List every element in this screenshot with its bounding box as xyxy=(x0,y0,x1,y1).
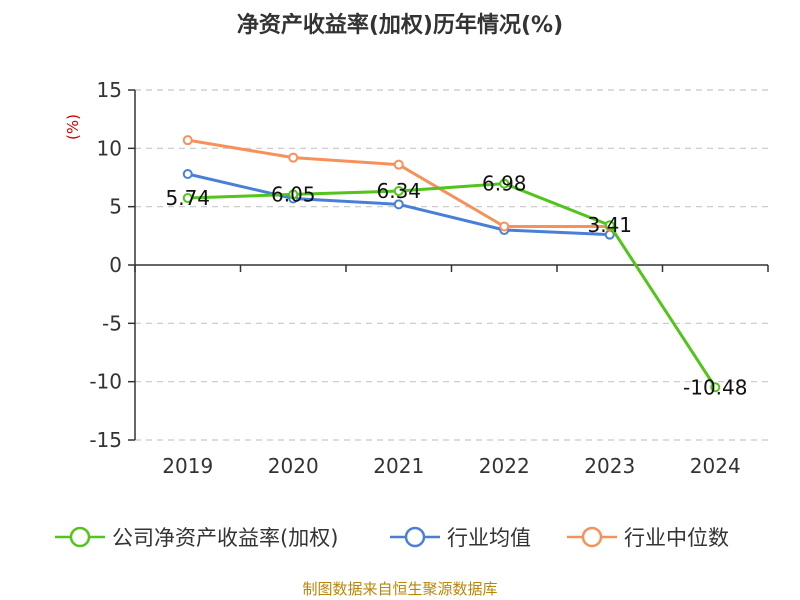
legend-swatch-marker xyxy=(404,526,426,548)
y-tick-label: -10 xyxy=(89,370,122,394)
series-0 xyxy=(182,178,721,393)
data-point xyxy=(393,186,404,197)
y-axis-unit-label: (%) xyxy=(64,114,82,140)
chart-title: 净资产收益率(加权)历年情况(%) xyxy=(237,12,563,38)
x-tick-label: 2020 xyxy=(268,454,319,478)
y-tick-label: 5 xyxy=(109,195,122,219)
data-labels: 5.74 6.05 6.34 6.98 3.41 -10.48 xyxy=(165,172,747,400)
data-point xyxy=(182,135,193,146)
legend: 公司净资产收益率(加权) 行业均值 行业中位数 xyxy=(55,526,729,550)
x-tick-label: 2019 xyxy=(162,454,213,478)
legend-item: 行业中位数 xyxy=(567,526,729,550)
series-1 xyxy=(182,169,615,240)
data-label: 3.41 xyxy=(587,213,632,237)
x-tick-label: 2023 xyxy=(584,454,635,478)
y-tick-label: -5 xyxy=(102,311,122,335)
y-tick-label: 10 xyxy=(97,136,122,160)
series-line xyxy=(187,182,717,389)
source-note: 制图数据来自恒生聚源数据库 xyxy=(302,580,497,598)
x-tick-label: 2021 xyxy=(373,454,424,478)
data-point xyxy=(499,178,510,189)
legend-label: 行业中位数 xyxy=(624,526,729,550)
legend-item: 公司净资产收益率(加权) xyxy=(55,526,338,550)
legend-label: 行业均值 xyxy=(447,526,531,550)
data-label: 6.98 xyxy=(482,172,527,196)
data-point xyxy=(710,382,721,393)
legend-swatch-marker xyxy=(69,526,91,548)
data-label: 5.74 xyxy=(165,186,210,210)
x-tick-label: 2024 xyxy=(690,454,741,478)
legend-swatch-marker xyxy=(581,526,603,548)
data-point xyxy=(288,189,299,200)
legend-item: 行业均值 xyxy=(390,526,531,550)
series-lines xyxy=(182,135,721,393)
data-point xyxy=(393,199,404,210)
data-point xyxy=(182,193,193,204)
data-point xyxy=(288,152,299,163)
data-label: 6.34 xyxy=(376,179,421,203)
y-tick-label: -15 xyxy=(89,428,122,452)
data-point xyxy=(604,220,615,231)
x-tick-label: 2022 xyxy=(479,454,530,478)
legend-label: 公司净资产收益率(加权) xyxy=(112,526,338,550)
data-label: -10.48 xyxy=(683,375,747,399)
data-point xyxy=(182,169,193,179)
data-label: 6.05 xyxy=(271,182,316,206)
y-tick-label: 0 xyxy=(109,253,122,277)
y-axis-ticks: 15 10 5 0 -5 -10 -15 xyxy=(89,78,135,452)
data-point xyxy=(393,159,404,170)
data-point xyxy=(499,221,510,232)
x-axis-ticks: 2019 2020 2021 2022 2023 2024 xyxy=(134,265,769,478)
y-tick-label: 15 xyxy=(97,78,122,102)
